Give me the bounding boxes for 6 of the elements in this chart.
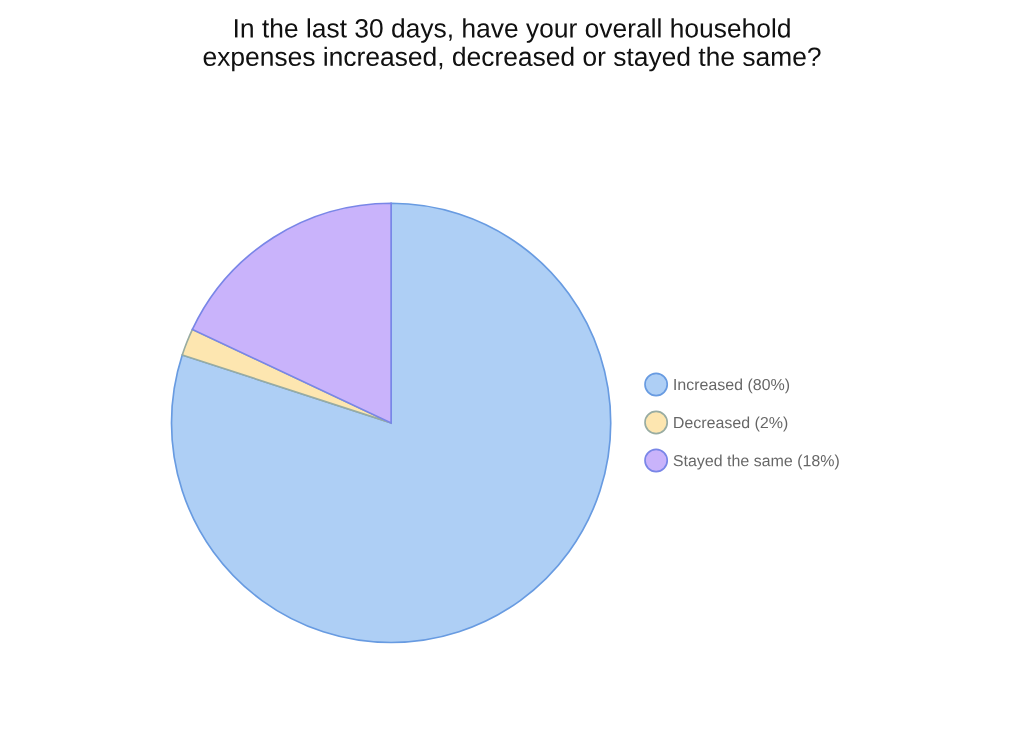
legend-label: Stayed the same (18%)	[673, 454, 839, 470]
legend-label: Decreased (2%)	[674, 416, 788, 432]
legend-label: Increased (80%)	[674, 378, 790, 394]
chart-title: In the last 30 days, have your overall household expenses increased, decreased or stayed the same?	[203, 18, 821, 72]
pie-slice	[191, 202, 392, 424]
pie-slice	[170, 202, 612, 644]
